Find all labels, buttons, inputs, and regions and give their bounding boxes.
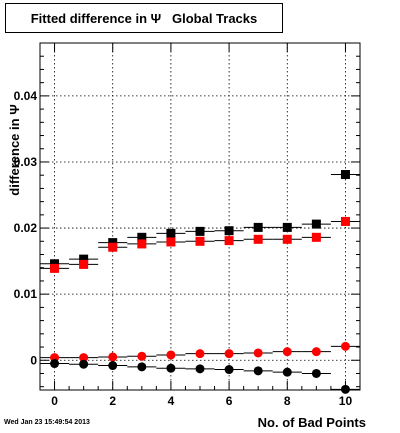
y-tick-label: 0.04 (14, 89, 38, 103)
data-point-square (340, 216, 350, 226)
x-tick-label: 0 (51, 394, 58, 408)
plot-frame (39, 42, 361, 391)
data-point-square (108, 238, 118, 248)
grid (40, 43, 360, 390)
y-tick-label: 0.01 (14, 287, 38, 301)
data-series (40, 170, 360, 394)
data-point-square (50, 263, 60, 273)
data-point-circle (253, 366, 263, 376)
data-point-square (282, 234, 292, 244)
data-point-circle (340, 341, 350, 351)
axis-ticks (39, 43, 361, 390)
chart-title: Fitted difference in Ψ Global Tracks (30, 10, 258, 26)
x-tick-label: 6 (226, 394, 233, 408)
data-point-square (224, 236, 234, 246)
data-point-circle (311, 368, 321, 378)
y-tick-label: 0 (30, 353, 37, 367)
x-axis-label: No. of Bad Points (258, 415, 366, 430)
data-point-circle (340, 384, 350, 394)
data-point-square (137, 239, 147, 249)
data-point-circle (79, 359, 89, 369)
data-point-square (253, 222, 263, 232)
date-stamp: Wed Jan 23 15:49:54 2013 (4, 419, 90, 426)
chart-title-box: Fitted difference in Ψ Global Tracks (5, 3, 283, 33)
y-axis-label: difference in Ψ (7, 104, 22, 195)
x-tick-label: 2 (109, 394, 116, 408)
data-point-circle (282, 347, 292, 357)
data-point-square (224, 226, 234, 236)
data-point-circle (224, 349, 234, 359)
data-point-circle (224, 365, 234, 375)
data-point-circle (253, 348, 263, 358)
data-point-square (166, 237, 176, 247)
y-tick-label: 0.03 (14, 155, 38, 169)
data-point-circle (195, 364, 205, 374)
data-point-square (311, 219, 321, 229)
data-point-circle (282, 367, 292, 377)
data-point-circle (137, 351, 147, 361)
y-tick-label: 0.02 (14, 221, 38, 235)
data-point-square (340, 170, 350, 180)
data-point-square (311, 232, 321, 242)
data-point-square (108, 242, 118, 252)
x-tick-label: 10 (339, 394, 353, 408)
data-point-square (79, 254, 89, 264)
data-point-circle (108, 361, 118, 371)
data-point-circle (195, 349, 205, 359)
data-point-circle (137, 362, 147, 372)
data-point-circle (108, 352, 118, 362)
axis-tick-labels: 0 2 4 6 8 10 0 0.01 0.02 0.03 0.04 (14, 89, 353, 408)
x-tick-label: 4 (168, 394, 175, 408)
data-point-square (137, 232, 147, 242)
data-point-square (166, 228, 176, 238)
data-point-circle (166, 363, 176, 373)
data-point-square (50, 259, 60, 269)
x-tick-label: 8 (284, 394, 291, 408)
data-point-circle (79, 353, 89, 363)
data-point-circle (311, 347, 321, 357)
data-point-circle (50, 359, 60, 369)
data-point-square (282, 222, 292, 232)
data-point-square (195, 226, 205, 236)
data-point-square (253, 234, 263, 244)
data-point-square (79, 259, 89, 269)
data-point-square (195, 236, 205, 246)
data-point-circle (166, 350, 176, 360)
